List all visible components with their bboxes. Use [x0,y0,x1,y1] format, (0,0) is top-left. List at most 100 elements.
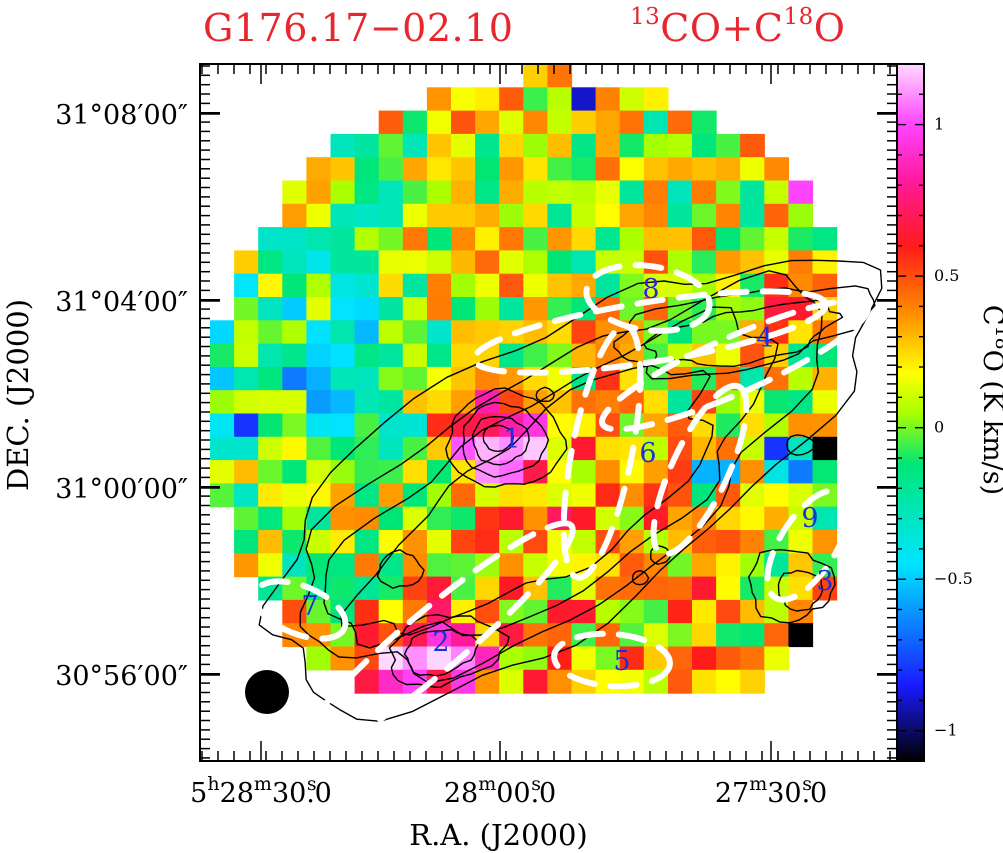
heatmap-cell [426,436,452,461]
heatmap-cell [426,390,452,415]
heatmap-cell [523,553,548,578]
colorbar-tick-label: −1 [934,721,958,740]
heatmap-cell [354,506,380,531]
heatmap-cell [282,320,307,345]
heatmap-cell [716,553,741,578]
axis-labels: 31°08′00″ 31°04′00″ 31°00′00″ 30°56′00″ 5h28… [1,100,827,852]
contour-line [258,259,883,722]
heatmap-cell [426,320,452,345]
heatmap-cell [306,273,332,298]
heatmap-cell [716,623,741,648]
heatmap-cell [692,460,717,484]
heatmap-cell [378,273,404,298]
heatmap-cell [354,227,380,251]
filament-ellipse [251,578,349,642]
heatmap-cell [788,413,814,438]
heatmap-cell [258,343,283,368]
heatmap-cell [234,343,259,368]
heatmap-cell [740,133,765,158]
heatmap-cell [499,203,524,228]
heatmap-cell [475,460,500,484]
heatmap-cell [426,343,452,368]
heatmap-cell [619,599,645,624]
heatmap-cell [354,366,380,391]
heatmap-cell [595,623,621,648]
heatmap-cell [740,669,765,694]
heatmap-cell [692,366,717,391]
heatmap-cell [499,87,524,112]
heatmap-cell [619,530,645,554]
y-tick-label: 30°56′00″ [55,661,188,692]
heatmap-cell [306,250,332,275]
heatmap-cell [716,390,741,415]
heatmap-cell [619,157,645,182]
heatmap-cell [499,576,524,601]
feature-label-8: 8 [642,274,659,305]
heatmap-cell [451,320,476,345]
heatmap-cell [354,297,380,321]
heatmap-cell [788,180,814,205]
heatmap-cell [451,599,476,624]
heatmap-cell [523,297,548,321]
heatmap-cell [210,366,235,391]
heatmap-cell [282,203,307,228]
heatmap-cell [378,343,404,368]
heatmap-cell [210,413,235,438]
heatmap-cell [306,366,332,391]
heatmap-cell [210,320,235,345]
heatmap-cell [764,460,789,484]
heatmap-cell [402,250,428,275]
feature-labels: 1 2 3 4 5 6 7 8 9 [245,274,834,714]
heatmap-cell [547,413,573,438]
heatmap-cell [475,576,500,601]
heatmap-cell [667,180,693,205]
heatmap-cell [499,320,524,345]
heatmap-cell [282,180,307,205]
heatmap-cell [330,343,356,368]
heatmap-cell [643,180,669,205]
contour-line [482,424,514,452]
heatmap-cell [402,366,428,391]
x-tick-label: 27m30.s0 [715,773,827,809]
heatmap-cell [571,110,597,135]
filament-ellipse [764,487,852,603]
heatmap-cell [210,483,235,508]
heatmap-cell [716,297,741,321]
heatmap-cell [740,530,765,554]
heatmap-cell [451,157,476,182]
contour-line [299,270,823,684]
heatmap-cell [667,297,693,321]
heatmap-cell [619,227,645,251]
colorbar-tick-label: 1 [934,115,944,134]
heatmap-cell [716,646,741,671]
heatmap-cell [306,203,332,228]
feature-label-5: 5 [613,646,630,677]
contour-line [748,549,836,624]
heatmap-cell [330,436,356,461]
heatmap-cell [402,460,428,484]
heatmap-cell [306,436,332,461]
heatmap-cell [692,133,717,158]
feature-label-6: 6 [639,438,656,469]
heatmap-cell [740,599,765,624]
heatmap-cell [306,390,332,415]
heatmap-cell [716,576,741,601]
heatmap-cell [547,250,573,275]
heatmap-cell [330,506,356,531]
contour-line [643,299,844,367]
heatmap-cell [523,157,548,182]
heatmap-cell [475,530,500,554]
colorbar: 1 0.5 0 −0.5 −1 C18O (K km/s) [896,63,1003,762]
heatmap-cell [547,203,573,228]
heatmap-cell [378,203,404,228]
heatmap-cell [402,133,428,158]
heatmap-cell [234,273,259,298]
heatmap-cell [330,646,356,671]
heatmap-cell [306,343,332,368]
heatmap-cell [378,413,404,438]
heatmap-cell [595,390,621,415]
heatmap-cell [354,203,380,228]
heatmap-cell [330,227,356,251]
heatmap-cell [378,320,404,345]
heatmap-cell [788,623,814,648]
